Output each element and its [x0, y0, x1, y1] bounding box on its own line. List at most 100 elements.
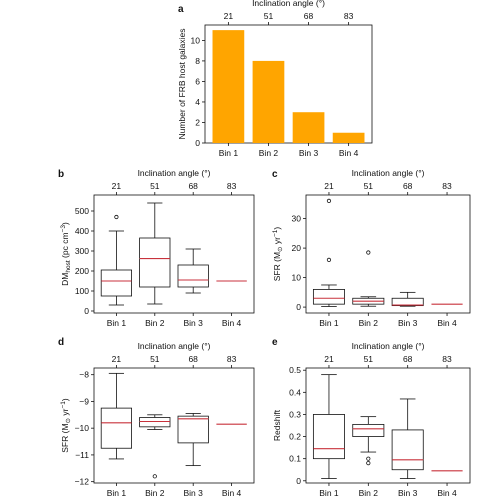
bar	[212, 30, 245, 144]
top-tick-label: 21	[112, 181, 122, 191]
x-tick-label: Bin 3	[184, 318, 204, 328]
y-axis-label-part: )	[272, 227, 282, 230]
top-tick-label: 51	[264, 11, 274, 21]
y-tick-label: 0	[84, 306, 89, 316]
y-tick-label: 0.1	[289, 454, 301, 464]
top-tick-label: 21	[324, 181, 334, 191]
panel-e: e Inclination angle (°) 21 51 68 83 Bin 1 Bin 2…	[272, 337, 471, 498]
box	[391, 297, 424, 307]
x-tick-label: Bin 1	[219, 148, 239, 158]
top-tick-label: 51	[150, 181, 160, 191]
bar	[252, 60, 285, 144]
x-tick-label: Bin 1	[319, 488, 339, 498]
box	[352, 423, 385, 437]
y-tick-label: 0.4	[289, 387, 301, 397]
y-tick-label: 4	[195, 97, 200, 107]
x-tick-label: Bin 2	[259, 148, 279, 158]
y-tick-label: 0.5	[289, 365, 301, 375]
x-tick-label: Bin 3	[398, 488, 418, 498]
plot-frame	[305, 194, 471, 314]
top-tick-label: 68	[188, 181, 198, 191]
panel-letter: a	[178, 4, 184, 15]
panel-c: c Inclination angle (°) 21 51 68 83 Bin 1 Bin 2…	[272, 168, 471, 328]
y-axis-label: SFR (M⊙ yr−1)	[60, 398, 72, 453]
y-axis-label-part: SFR (M	[60, 423, 70, 452]
y-axis-label-part: Redshift	[272, 409, 282, 441]
plot-frame	[93, 194, 255, 314]
x-tick-label: Bin 1	[107, 488, 127, 498]
top-axis-label: Inclination angle (°)	[352, 168, 425, 178]
x-tick-label: Bin 4	[222, 318, 242, 328]
x-tick-label: Bin 4	[437, 488, 457, 498]
top-tick-label: 21	[224, 11, 234, 21]
outlier-point	[366, 250, 371, 255]
y-tick-label: −9	[79, 396, 89, 406]
bar	[332, 132, 365, 143]
outlier-point	[152, 474, 157, 479]
top-axis-label: Inclination angle (°)	[352, 341, 425, 351]
outlier-point	[114, 214, 119, 220]
y-axis-label-part: (pc cm	[60, 232, 70, 260]
box	[177, 415, 209, 444]
top-tick-label: 83	[344, 11, 354, 21]
y-tick-label: 0.3	[289, 409, 301, 419]
top-axis-label: Inclination angle (°)	[138, 341, 211, 351]
box	[312, 288, 345, 305]
y-tick-label: 20	[292, 243, 302, 253]
y-axis-label-part: host	[65, 260, 72, 272]
y-axis-label: Number of FRB host galaxies	[177, 28, 187, 139]
plot-frame	[305, 367, 471, 484]
top-tick-label: 51	[150, 354, 160, 364]
outlier-point	[366, 456, 371, 461]
box	[100, 407, 132, 449]
panel-letter: c	[272, 169, 278, 180]
y-axis-label-part: SFR (M	[272, 252, 282, 281]
y-axis-label-part: yr	[60, 408, 70, 418]
y-tick-label: 400	[75, 226, 89, 236]
y-axis-label-part: yr	[272, 237, 282, 247]
outlier-point	[326, 198, 332, 203]
top-tick-label: 83	[227, 181, 237, 191]
top-tick-label: 68	[403, 354, 413, 364]
box	[391, 429, 424, 471]
y-tick-label: 8	[195, 56, 200, 66]
x-tick-label: Bin 3	[184, 488, 204, 498]
y-axis-label-part: −1	[272, 229, 279, 237]
top-axis-label: Inclination angle (°)	[252, 0, 325, 8]
y-axis-label: Redshift	[272, 409, 282, 441]
y-axis-label-part: ⊙	[277, 246, 284, 252]
outlier-point	[366, 460, 371, 466]
x-tick-label: Bin 3	[299, 148, 319, 158]
y-tick-label: −8	[79, 370, 89, 380]
panel-letter: d	[58, 337, 64, 348]
top-tick-label: 51	[364, 181, 374, 191]
y-tick-label: 0	[296, 476, 301, 486]
y-axis-label-part: −3	[60, 225, 67, 233]
panel-letter: e	[272, 337, 278, 348]
top-tick-label: 21	[112, 354, 122, 364]
x-tick-label: Bin 2	[359, 318, 379, 328]
box	[139, 237, 171, 288]
top-tick-label: 51	[364, 354, 374, 364]
panel-b: b Inclination angle (°) 21 51 68 83 Bin 1 Bin 2…	[58, 168, 255, 328]
panel-d: d Inclination angle (°) 21 51 68 83 Bin 1 Bin 2…	[58, 337, 255, 498]
y-axis-label-part: −1	[60, 401, 67, 409]
x-tick-label: Bin 4	[339, 148, 359, 158]
x-tick-label: Bin 4	[437, 318, 457, 328]
y-tick-label: 200	[75, 266, 89, 276]
box	[177, 264, 209, 288]
x-tick-label: Bin 2	[145, 488, 165, 498]
y-tick-label: 10	[292, 273, 302, 283]
y-tick-label: −10	[75, 423, 90, 433]
y-tick-label: −12	[75, 477, 90, 487]
bar	[292, 112, 325, 143]
top-tick-label: 21	[324, 354, 334, 364]
panel-letter: b	[58, 169, 64, 180]
y-tick-label: 100	[75, 286, 89, 296]
y-tick-label: 500	[75, 206, 89, 216]
x-tick-label: Bin 2	[145, 318, 165, 328]
x-tick-label: Bin 3	[398, 318, 418, 328]
top-tick-label: 68	[403, 181, 413, 191]
